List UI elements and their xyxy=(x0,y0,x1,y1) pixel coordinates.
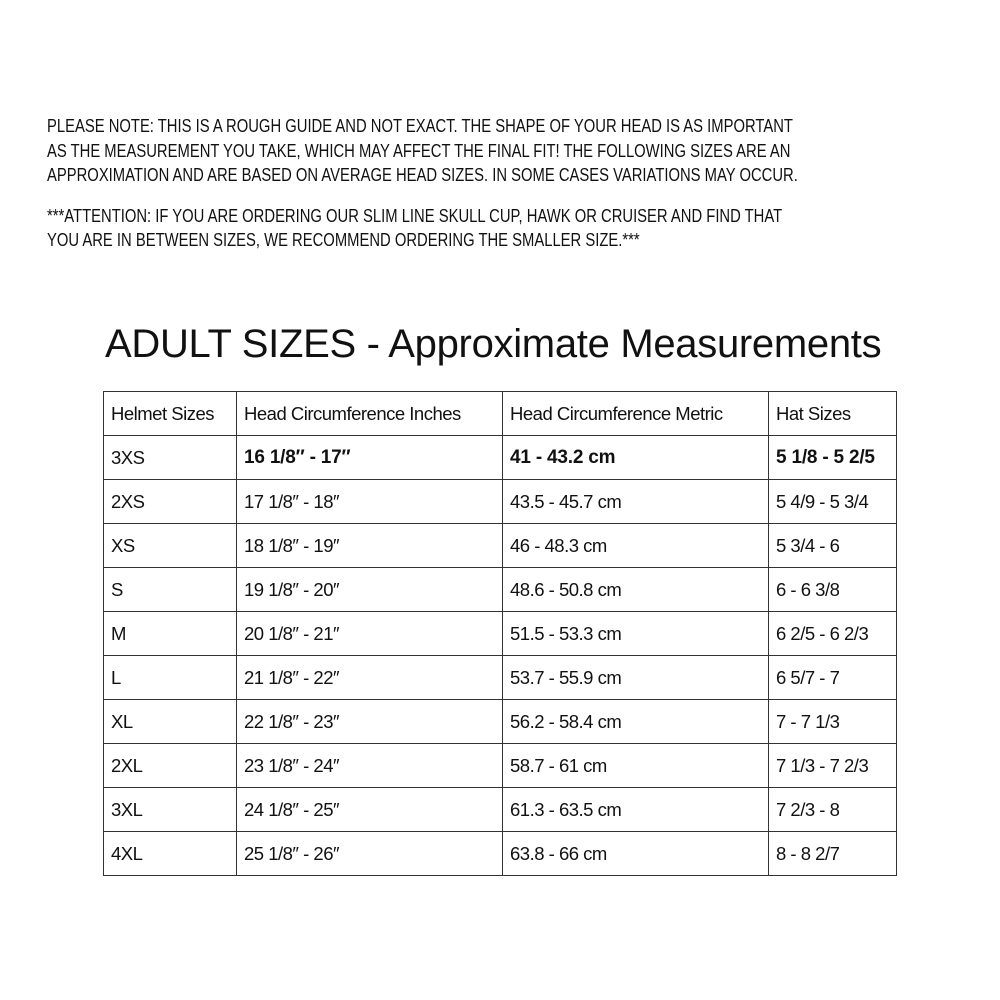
hat-size-cell: 5 4/9 - 5 3/4 xyxy=(768,479,897,524)
hat-size-cell: 7 1/3 - 7 2/3 xyxy=(768,743,897,788)
note-line: YOU ARE IN BETWEEN SIZES, WE RECOMMEND O… xyxy=(47,229,640,250)
hat-size-cell: 5 3/4 - 6 xyxy=(768,523,897,568)
metric-cell: 43.5 - 45.7 cm xyxy=(502,479,769,524)
table-header-row: Helmet Sizes Head Circumference Inches H… xyxy=(103,391,897,436)
table-row: XL 22 1/8″ - 23″ 56.2 - 58.4 cm 7 - 7 1/3 xyxy=(103,699,897,744)
inches-cell: 17 1/8″ - 18″ xyxy=(236,479,503,524)
metric-cell: 46 - 48.3 cm xyxy=(502,523,769,568)
note-line: PLEASE NOTE: THIS IS A ROUGH GUIDE AND N… xyxy=(47,115,793,136)
header-helmet-sizes: Helmet Sizes xyxy=(103,391,237,436)
metric-cell: 48.6 - 50.8 cm xyxy=(502,567,769,612)
inches-cell: 21 1/8″ - 22″ xyxy=(236,655,503,700)
note-line: AS THE MEASUREMENT YOU TAKE, WHICH MAY A… xyxy=(47,139,791,161)
inches-cell: 25 1/8″ - 26″ xyxy=(236,831,503,876)
helmet-size-cell: 3XL xyxy=(103,787,237,832)
note-rough-guide: PLEASE NOTE: THIS IS A ROUGH GUIDE AND N… xyxy=(47,114,947,188)
helmet-size-cell: 3XS xyxy=(103,435,237,480)
helmet-size-cell: L xyxy=(103,655,237,700)
table-row: 3XS 16 1/8″ - 17″ 41 - 43.2 cm 5 1/8 - 5 2/… xyxy=(103,435,897,480)
table-row: L 21 1/8″ - 22″ 53.7 - 55.9 cm 6 5/7 - 7 xyxy=(103,655,897,700)
header-inches: Head Circumference Inches xyxy=(236,391,503,436)
helmet-size-cell: XS xyxy=(103,523,237,568)
table-row: 2XL 23 1/8″ - 24″ 58.7 - 61 cm 7 1/3 - 7 2/… xyxy=(103,743,897,788)
hat-size-cell: 8 - 8 2/7 xyxy=(768,831,897,876)
hat-size-cell: 7 - 7 1/3 xyxy=(768,699,897,744)
note-attention: ***ATTENTION: IF YOU ARE ORDERING OUR SL… xyxy=(47,204,947,253)
table-row: S 19 1/8″ - 20″ 48.6 - 50.8 cm 6 - 6 3/8 xyxy=(103,567,897,612)
inches-cell: 19 1/8″ - 20″ xyxy=(236,567,503,612)
helmet-size-cell: M xyxy=(103,611,237,656)
hat-size-cell: 6 2/5 - 6 2/3 xyxy=(768,611,897,656)
table-row: 2XS 17 1/8″ - 18″ 43.5 - 45.7 cm 5 4/9 - 5 … xyxy=(103,479,897,524)
metric-cell: 41 - 43.2 cm xyxy=(502,435,769,480)
helmet-size-cell: XL xyxy=(103,699,237,744)
metric-cell: 63.8 - 66 cm xyxy=(502,831,769,876)
helmet-size-cell: 4XL xyxy=(103,831,237,876)
metric-cell: 58.7 - 61 cm xyxy=(502,743,769,788)
helmet-size-cell: 2XL xyxy=(103,743,237,788)
inches-cell: 18 1/8″ - 19″ xyxy=(236,523,503,568)
inches-cell: 20 1/8″ - 21″ xyxy=(236,611,503,656)
table-row: M 20 1/8″ - 21″ 51.5 - 53.3 cm 6 2/5 - 6 2/… xyxy=(103,611,897,656)
note-line: APPROXIMATION AND ARE BASED ON AVERAGE H… xyxy=(47,164,798,185)
hat-size-cell: 6 5/7 - 7 xyxy=(768,655,897,700)
hat-size-cell: 5 1/8 - 5 2/5 xyxy=(768,435,897,480)
note-line: ***ATTENTION: IF YOU ARE ORDERING OUR SL… xyxy=(47,204,783,226)
inches-cell: 16 1/8″ - 17″ xyxy=(236,435,503,480)
fit-notes: PLEASE NOTE: THIS IS A ROUGH GUIDE AND N… xyxy=(47,114,947,269)
metric-cell: 51.5 - 53.3 cm xyxy=(502,611,769,656)
metric-cell: 56.2 - 58.4 cm xyxy=(502,699,769,744)
table-row: 4XL 25 1/8″ - 26″ 63.8 - 66 cm 8 - 8 2/7 xyxy=(103,831,897,876)
page-title: ADULT SIZES - Approximate Measurements xyxy=(105,322,882,366)
hat-size-cell: 6 - 6 3/8 xyxy=(768,567,897,612)
header-metric: Head Circumference Metric xyxy=(502,391,769,436)
helmet-size-cell: S xyxy=(103,567,237,612)
table-row: XS 18 1/8″ - 19″ 46 - 48.3 cm 5 3/4 - 6 xyxy=(103,523,897,568)
metric-cell: 53.7 - 55.9 cm xyxy=(502,655,769,700)
inches-cell: 23 1/8″ - 24″ xyxy=(236,743,503,788)
size-table: Helmet Sizes Head Circumference Inches H… xyxy=(103,391,897,876)
table-row: 3XL 24 1/8″ - 25″ 61.3 - 63.5 cm 7 2/3 - 8 xyxy=(103,787,897,832)
metric-cell: 61.3 - 63.5 cm xyxy=(502,787,769,832)
header-hat-sizes: Hat Sizes xyxy=(768,391,897,436)
hat-size-cell: 7 2/3 - 8 xyxy=(768,787,897,832)
inches-cell: 22 1/8″ - 23″ xyxy=(236,699,503,744)
helmet-size-cell: 2XS xyxy=(103,479,237,524)
inches-cell: 24 1/8″ - 25″ xyxy=(236,787,503,832)
